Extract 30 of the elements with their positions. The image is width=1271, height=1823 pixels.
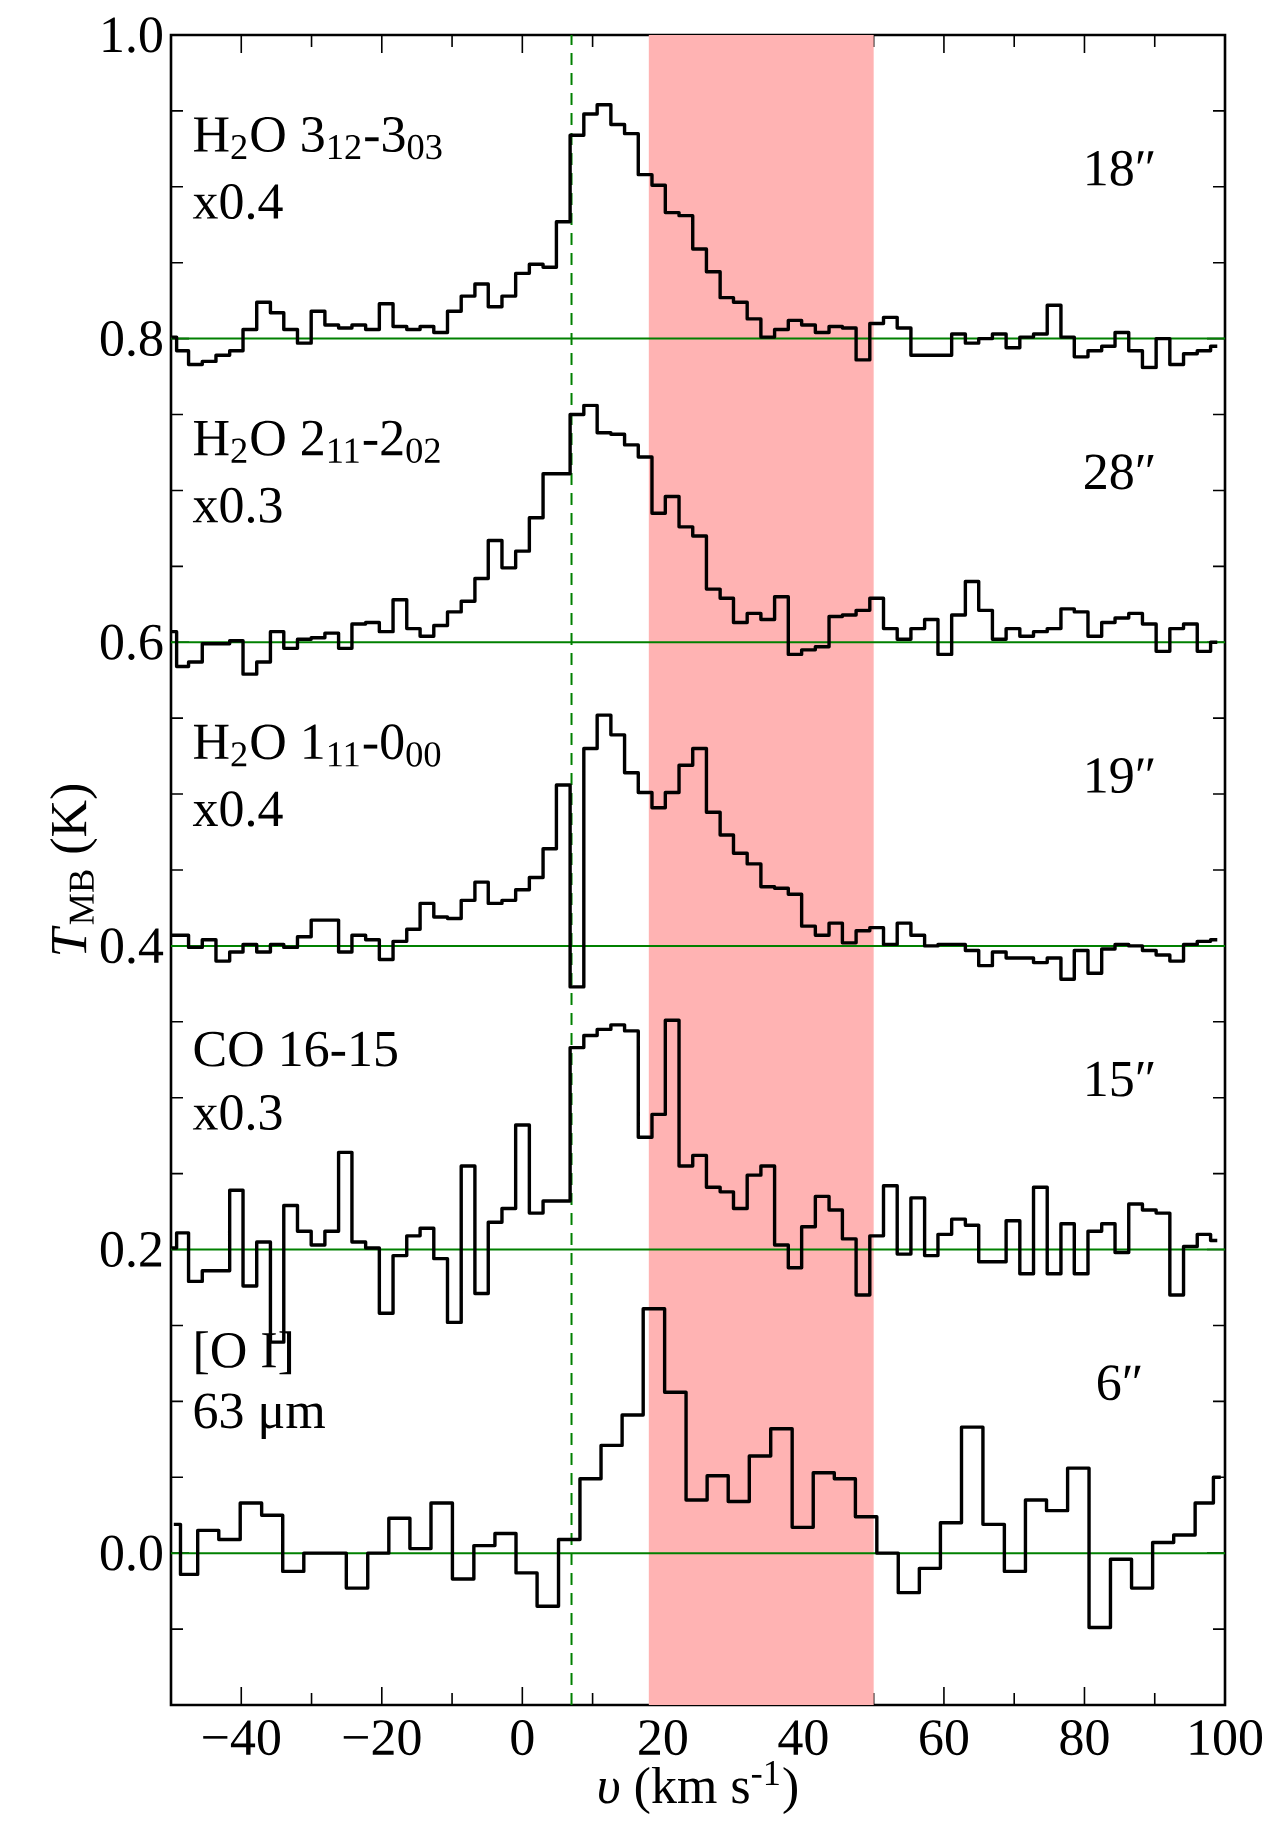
x-tick-label: 0 — [511, 1720, 534, 1756]
y-tick-label: 0.4 — [100, 928, 164, 964]
legend-label: H$_{2}$O 3$_{12}$-3$_{03}$ — [193, 117, 442, 160]
y-tick-label: 0.0 — [100, 1535, 162, 1571]
annotation: 18″ — [1087, 150, 1154, 186]
x-tick-label: −40 — [203, 1720, 280, 1756]
x-tick-label: 20 — [639, 1720, 687, 1756]
y-tick-label: 0.2 — [100, 1231, 162, 1268]
legend-label: H$_{2}$O 2$_{11}$-2$_{02}$ — [193, 420, 440, 463]
annotation: x0.3 — [192, 1094, 282, 1131]
annotation: 6″ — [1098, 1365, 1141, 1401]
x-tick-label: 100 — [1190, 1720, 1263, 1756]
annotation: 63 μm — [194, 1393, 325, 1440]
annotation: x0.3 — [192, 487, 282, 523]
x-tick-label: 60 — [920, 1720, 968, 1756]
annotation: 19″ — [1087, 758, 1154, 794]
annotation: 15″ — [1087, 1061, 1154, 1097]
y-tick-label: 0.8 — [100, 320, 162, 357]
y-axis-title: T$_{MB}$ (K) — [50, 784, 98, 955]
x-tick-label: 80 — [1060, 1720, 1109, 1756]
legend-label: CO 16-15 — [194, 1031, 397, 1067]
x-axis-title: υ (km s$^{-1}$) — [599, 1760, 797, 1815]
y-tick-label: 0.6 — [100, 624, 163, 660]
x-tick-label: −20 — [343, 1720, 421, 1756]
annotation: x0.4 — [192, 791, 283, 827]
annotation: x0.4 — [192, 184, 283, 220]
legend-label: H$_{2}$O 1$_{11}$-0$_{00}$ — [193, 724, 441, 767]
annotation: 28″ — [1085, 454, 1154, 490]
y-tick-label: 1.0 — [103, 17, 162, 53]
x-tick-label: 40 — [778, 1720, 828, 1756]
